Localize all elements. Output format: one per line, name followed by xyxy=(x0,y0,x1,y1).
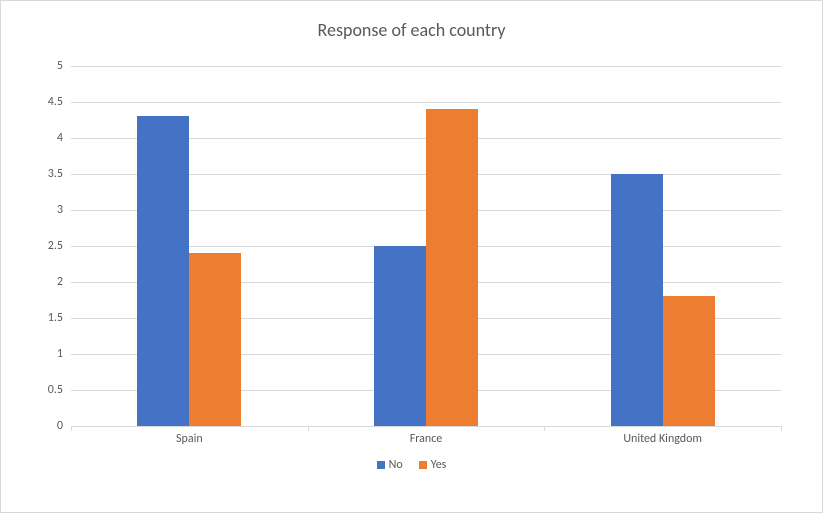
bar-yes xyxy=(663,296,715,426)
legend: No Yes xyxy=(1,458,822,473)
y-tick-label: 2.5 xyxy=(48,239,71,253)
bar-no xyxy=(374,246,426,426)
legend-swatch xyxy=(419,461,427,469)
y-tick-label: 4.5 xyxy=(48,95,71,109)
y-tick-label: 4 xyxy=(57,131,71,145)
x-tick-mark xyxy=(781,426,782,431)
y-tick-label: 1.5 xyxy=(48,311,71,325)
legend-label: Yes xyxy=(431,458,447,472)
y-tick-label: 1 xyxy=(57,347,71,361)
bar-yes xyxy=(189,253,241,426)
y-tick-label: 0.5 xyxy=(48,383,71,397)
y-tick-label: 2 xyxy=(57,275,71,289)
legend-swatch xyxy=(377,461,385,469)
y-tick-label: 5 xyxy=(57,59,71,73)
legend-item-yes: Yes xyxy=(419,458,447,472)
gridline xyxy=(71,66,781,67)
plot-area: 00.511.522.533.544.55SpainFranceUnited K… xyxy=(71,66,781,426)
x-tick-label: United Kingdom xyxy=(623,426,702,446)
legend-label: No xyxy=(389,458,403,472)
x-tick-mark xyxy=(71,426,72,431)
chart-container: Response of each country 00.511.522.533.… xyxy=(0,0,823,513)
bar-yes xyxy=(426,109,478,426)
bar-no xyxy=(137,116,189,426)
x-tick-label: France xyxy=(410,426,443,446)
bar-no xyxy=(611,174,663,426)
legend-item-no: No xyxy=(377,458,403,472)
x-tick-mark xyxy=(544,426,545,431)
y-tick-label: 0 xyxy=(57,419,71,433)
chart-title: Response of each country xyxy=(1,19,822,41)
gridline xyxy=(71,102,781,103)
y-tick-label: 3.5 xyxy=(48,167,71,181)
x-tick-label: Spain xyxy=(176,426,203,446)
y-tick-label: 3 xyxy=(57,203,71,217)
x-tick-mark xyxy=(308,426,309,431)
